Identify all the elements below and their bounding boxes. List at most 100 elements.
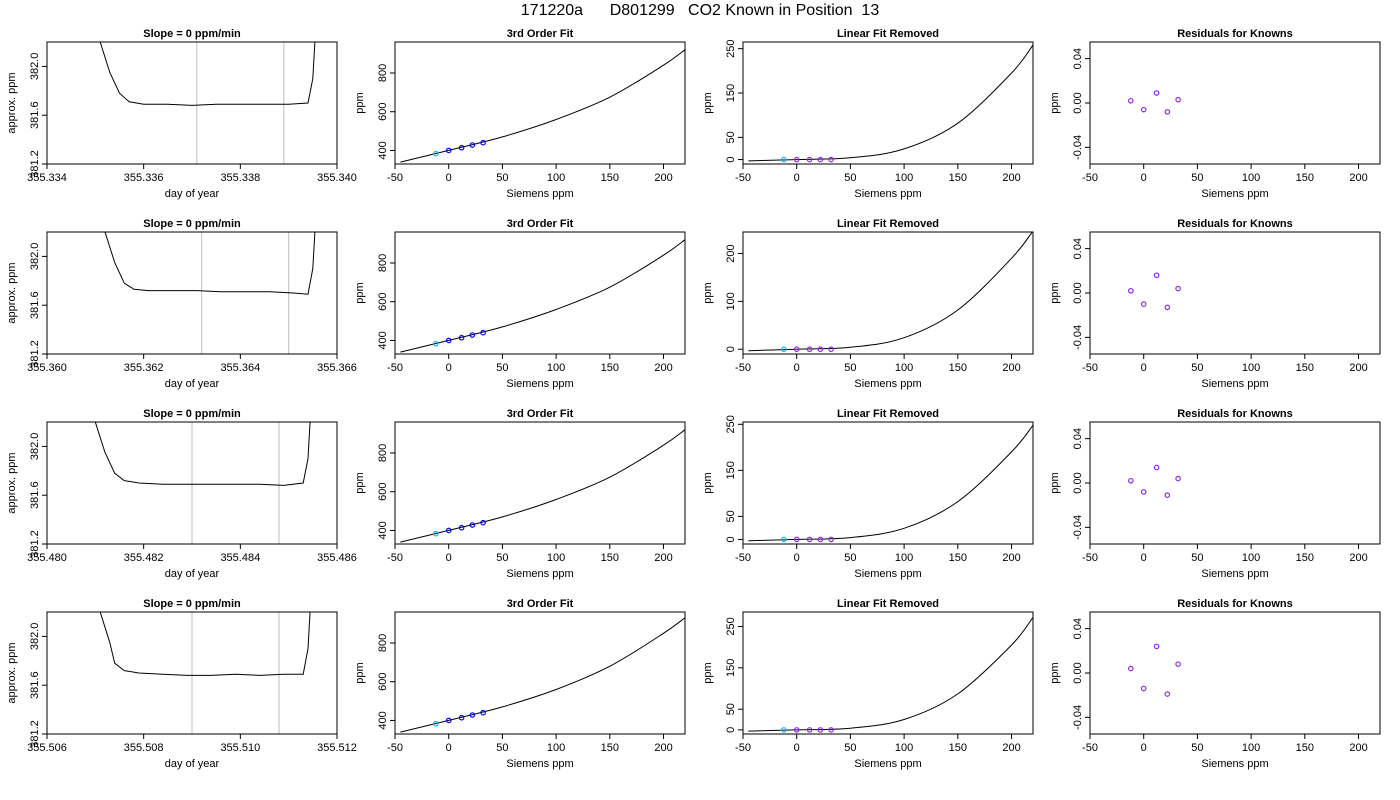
x-tick-label: 50	[844, 552, 856, 564]
y-tick-label: 250	[725, 415, 737, 433]
x-tick-label: 150	[949, 362, 967, 374]
panel-3-2: Linear Fit Removed -50 0 50 100 150 200 Siemens…	[702, 598, 1034, 770]
y-tick-label: 800	[377, 634, 389, 652]
plot-area	[400, 429, 685, 543]
y-tick-label: 381.2	[29, 530, 41, 558]
x-tick-label: 0	[794, 742, 800, 754]
x-axis-label: Siemens ppm	[854, 568, 921, 580]
x-axis-label: Siemens ppm	[854, 188, 921, 200]
x-tick-label: 150	[949, 552, 967, 564]
x-tick-label: 100	[1242, 552, 1260, 564]
x-tick-label: -50	[735, 742, 751, 754]
figure-title: 171220a D801299 CO2 Known in Position 13	[520, 2, 880, 19]
data-point	[806, 536, 813, 543]
x-tick-label: -50	[1082, 362, 1098, 374]
x-tick-label: 200	[654, 552, 672, 564]
y-tick-label: 600	[377, 673, 389, 691]
data-point	[817, 727, 824, 733]
y-axis-label: ppm	[702, 662, 714, 683]
x-tick-label: 200	[1002, 172, 1020, 184]
data-point	[793, 346, 800, 353]
y-tick-label: 600	[377, 483, 389, 501]
data-point	[433, 150, 439, 157]
y-axis-label: ppm	[354, 92, 366, 113]
data-point	[1153, 90, 1160, 96]
data-point	[1153, 643, 1160, 650]
x-tick-label: 0	[446, 742, 452, 754]
data-point	[445, 717, 452, 724]
plot-frame	[1089, 231, 1381, 355]
data-point	[793, 156, 800, 163]
plot-frame	[742, 611, 1034, 735]
x-tick-label: 100	[547, 362, 565, 374]
data-point	[480, 329, 486, 336]
x-tick-label: 50	[496, 552, 508, 564]
x-tick-label: 100	[895, 742, 913, 754]
x-tick-label: 150	[1296, 362, 1314, 374]
y-tick-label: 400	[377, 331, 389, 349]
panel-0-0: Slope = 0 ppm/min 355.334 355.336 355.338 35…	[6, 28, 357, 200]
plot-frame	[742, 421, 1034, 545]
x-tick-label: 50	[844, 742, 856, 754]
x-axis-label: day of year	[165, 568, 220, 580]
data-point	[433, 340, 439, 347]
x-tick-label: 50	[496, 742, 508, 754]
data-point	[1175, 96, 1181, 103]
plot-area	[99, 42, 316, 164]
y-axis-label: approx. ppm	[6, 642, 18, 703]
x-tick-label: 100	[895, 172, 913, 184]
plot-area	[400, 49, 685, 163]
y-tick-label: 50	[725, 703, 737, 715]
y-tick-label: 382.0	[29, 53, 41, 81]
y-tick-label: -0.04	[1072, 515, 1084, 540]
plot-frame	[46, 231, 338, 355]
y-tick-label: 0.00	[1072, 282, 1084, 303]
x-tick-label: 150	[601, 362, 619, 374]
panel-title: Linear Fit Removed	[837, 28, 939, 40]
panel-2-0: Slope = 0 ppm/min 355.480 355.482 355.484 35…	[6, 408, 357, 580]
panel-2-1: 3rd Order Fit -50 0 50 100 150 200 Siemens ppm 4…	[354, 408, 686, 580]
fit-curve	[748, 44, 1033, 162]
x-tick-label: 150	[949, 742, 967, 754]
panel-title: 3rd Order Fit	[507, 218, 574, 230]
y-axis-label: ppm	[354, 472, 366, 493]
x-tick-label: 200	[1349, 552, 1367, 564]
data-point	[445, 527, 452, 534]
data-point	[817, 346, 824, 353]
y-tick-label: 250	[725, 39, 737, 57]
y-tick-label: 150	[725, 461, 737, 479]
y-tick-label: 0.04	[1072, 238, 1084, 259]
data-point	[1164, 304, 1171, 311]
y-tick-label: 600	[377, 293, 389, 311]
x-tick-label: -50	[387, 742, 403, 754]
y-tick-label: 0.04	[1072, 428, 1084, 449]
x-axis-label: Siemens ppm	[506, 378, 573, 390]
y-tick-label: 400	[377, 141, 389, 159]
fit-curve	[400, 617, 685, 733]
x-tick-label: 100	[1242, 742, 1260, 754]
panel-2-2: Linear Fit Removed -50 0 50 100 150 200 Siemens…	[702, 408, 1034, 580]
x-tick-label: -50	[735, 172, 751, 184]
x-tick-label: 150	[1296, 172, 1314, 184]
data-trace	[99, 612, 311, 676]
y-tick-label: 381.6	[29, 291, 41, 319]
data-point	[1128, 665, 1134, 672]
x-tick-label: -50	[387, 362, 403, 374]
x-tick-label: -50	[1082, 172, 1098, 184]
y-tick-label: 382.0	[29, 623, 41, 651]
panel-title: Residuals for Knowns	[1177, 218, 1293, 230]
plot-frame	[394, 611, 686, 735]
x-tick-label: 355.508	[124, 742, 164, 754]
data-point	[817, 156, 824, 163]
plot-frame	[46, 421, 338, 545]
plot-area	[748, 617, 1033, 733]
panel-title: 3rd Order Fit	[507, 28, 574, 40]
panel-title: 3rd Order Fit	[507, 598, 574, 610]
y-axis-label: approx. ppm	[6, 262, 18, 323]
x-tick-label: 0	[446, 552, 452, 564]
x-tick-label: -50	[387, 552, 403, 564]
x-tick-label: 100	[895, 362, 913, 374]
x-tick-label: 200	[1349, 362, 1367, 374]
data-point	[458, 524, 465, 531]
data-point	[1128, 287, 1134, 294]
